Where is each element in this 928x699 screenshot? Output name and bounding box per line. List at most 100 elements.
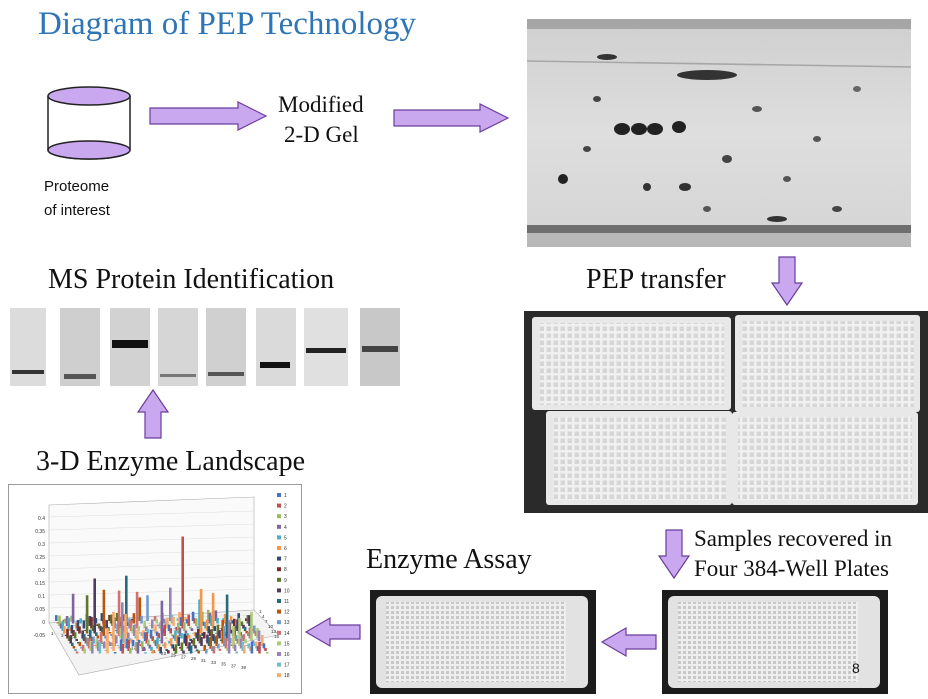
chart-bar xyxy=(240,621,244,626)
chart-bar xyxy=(59,623,63,629)
chart-bar xyxy=(92,636,95,644)
chart-bar xyxy=(241,634,244,639)
chart-bar xyxy=(165,637,168,639)
chart-bar xyxy=(157,633,160,639)
chart-bar xyxy=(136,642,140,654)
chart-bar xyxy=(95,632,98,636)
chart-bar xyxy=(257,630,261,641)
chart-bar xyxy=(172,616,175,626)
legend-swatch xyxy=(277,641,281,646)
chart-bar xyxy=(87,638,91,649)
legend-swatch xyxy=(277,630,281,635)
chart-bar xyxy=(223,613,227,624)
chart-bar xyxy=(146,628,150,634)
legend-swatch xyxy=(277,577,281,582)
pep-transfer-label: PEP transfer xyxy=(586,264,726,295)
chart-bar xyxy=(116,645,120,646)
legend-label: 13 xyxy=(284,620,290,626)
chart-bar xyxy=(188,642,191,651)
legend-label: 2 xyxy=(284,504,287,510)
chart-bar xyxy=(77,641,80,644)
chart-bar xyxy=(177,636,180,646)
chart-gridline xyxy=(48,575,255,583)
chart-y-tick: 0.4 xyxy=(38,516,45,522)
chart-x-tick: 17 xyxy=(131,645,137,650)
chart-bar xyxy=(69,635,72,644)
chart-bar xyxy=(127,639,130,651)
chart-bar xyxy=(245,630,248,634)
chart-bar xyxy=(187,634,191,639)
chart-bar xyxy=(83,634,86,641)
chart-bar xyxy=(83,648,86,654)
chart-bar xyxy=(100,613,104,621)
chart-bar xyxy=(239,638,243,649)
chart-bar xyxy=(243,644,246,654)
chart-bar xyxy=(183,633,186,644)
chart-bar xyxy=(84,637,88,644)
chart-bar xyxy=(178,612,181,624)
chart-bar xyxy=(88,616,92,626)
chart-bar xyxy=(192,632,195,634)
chart-bar xyxy=(204,622,207,629)
chart-bar xyxy=(148,644,152,649)
proteome-cylinder xyxy=(47,86,131,160)
chart-bar xyxy=(136,629,139,641)
chart-bar xyxy=(215,632,218,634)
chart-bar xyxy=(256,645,260,651)
chart-bar xyxy=(183,622,186,631)
chart-bar xyxy=(181,536,184,629)
legend-label: 10 xyxy=(284,588,290,594)
chart-bar xyxy=(154,624,157,634)
chart-bar xyxy=(122,633,126,644)
chart-bar xyxy=(175,626,178,631)
chart-bar xyxy=(93,645,97,646)
chart-bar xyxy=(206,634,209,644)
chart-bar xyxy=(175,635,179,644)
chart-bar xyxy=(155,631,159,636)
chart-bar xyxy=(189,626,192,629)
chart-bar xyxy=(211,593,215,629)
chart-y-tick: 0.1 xyxy=(38,594,45,600)
chart-bar xyxy=(153,639,156,644)
chart-bar xyxy=(110,647,114,649)
chart-bar xyxy=(101,644,104,646)
chart-bar xyxy=(218,648,222,651)
chart-bar xyxy=(147,639,150,646)
chart-bar xyxy=(128,638,132,641)
chart-bar xyxy=(170,614,174,624)
chart-bar xyxy=(102,589,106,636)
chart-bar xyxy=(114,630,118,631)
chart-bar xyxy=(109,614,113,624)
chart-bar xyxy=(156,637,159,649)
chart-bar xyxy=(86,637,89,646)
chart-bar xyxy=(213,626,216,631)
chart-bar xyxy=(198,634,202,644)
chart-bar xyxy=(58,615,61,626)
chart-bar xyxy=(131,618,134,621)
chart-bar xyxy=(197,629,200,641)
chart-bar xyxy=(177,622,180,634)
legend-label: 5 xyxy=(284,535,287,541)
chart-bar xyxy=(129,647,132,654)
2d-gel-image xyxy=(527,19,911,247)
chart-bar xyxy=(264,647,267,651)
chart-bar xyxy=(144,652,147,654)
legend-label: 7 xyxy=(284,557,287,563)
chart-bar xyxy=(163,618,166,624)
chart-y-tick: 0.05 xyxy=(35,607,45,613)
legend-label: 6 xyxy=(284,546,287,552)
chart-bar xyxy=(191,611,195,621)
chart-bar xyxy=(61,621,64,631)
chart-gridline xyxy=(48,588,255,596)
chart-bar xyxy=(194,645,197,649)
chart-bar xyxy=(110,633,113,636)
chart-bar xyxy=(195,649,199,651)
chart-bar xyxy=(244,639,247,644)
chart-bar xyxy=(197,650,200,654)
chart-bar xyxy=(79,618,82,624)
chart-bar xyxy=(87,634,90,636)
page-number: 8 xyxy=(852,660,860,676)
chart-bar xyxy=(179,647,182,649)
legend-swatch xyxy=(277,535,281,540)
chart-depth-tick: 13 xyxy=(271,629,277,634)
